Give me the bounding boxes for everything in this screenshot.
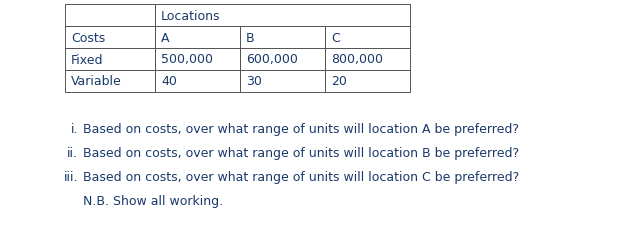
Text: Based on costs, over what range of units will location B be preferred?: Based on costs, over what range of units… — [83, 147, 519, 160]
Bar — [155, 71, 240, 93]
Bar — [240, 49, 325, 71]
Bar — [325, 71, 410, 93]
Bar — [325, 49, 410, 71]
Text: Based on costs, over what range of units will location C be preferred?: Based on costs, over what range of units… — [83, 171, 519, 184]
Text: 20: 20 — [331, 75, 347, 88]
Text: Locations: Locations — [161, 9, 220, 22]
Text: 500,000: 500,000 — [161, 53, 213, 66]
Bar — [65, 5, 155, 27]
Text: 600,000: 600,000 — [246, 53, 298, 66]
Text: i.: i. — [71, 123, 78, 136]
Text: Fixed: Fixed — [71, 53, 103, 66]
Bar — [240, 27, 325, 49]
Text: B: B — [246, 31, 255, 44]
Text: C: C — [331, 31, 340, 44]
Text: Costs: Costs — [71, 31, 105, 44]
Bar — [240, 71, 325, 93]
Bar — [325, 27, 410, 49]
Text: 40: 40 — [161, 75, 177, 88]
Bar — [65, 49, 155, 71]
Text: N.B. Show all working.: N.B. Show all working. — [83, 195, 223, 208]
Bar — [155, 5, 410, 27]
Text: 800,000: 800,000 — [331, 53, 383, 66]
Text: 30: 30 — [246, 75, 262, 88]
Text: A: A — [161, 31, 169, 44]
Text: Variable: Variable — [71, 75, 122, 88]
Text: iii.: iii. — [64, 171, 78, 184]
Bar — [155, 49, 240, 71]
Text: Based on costs, over what range of units will location A be preferred?: Based on costs, over what range of units… — [83, 123, 519, 136]
Bar — [65, 27, 155, 49]
Bar — [65, 71, 155, 93]
Bar — [155, 27, 240, 49]
Text: ii.: ii. — [67, 147, 78, 160]
